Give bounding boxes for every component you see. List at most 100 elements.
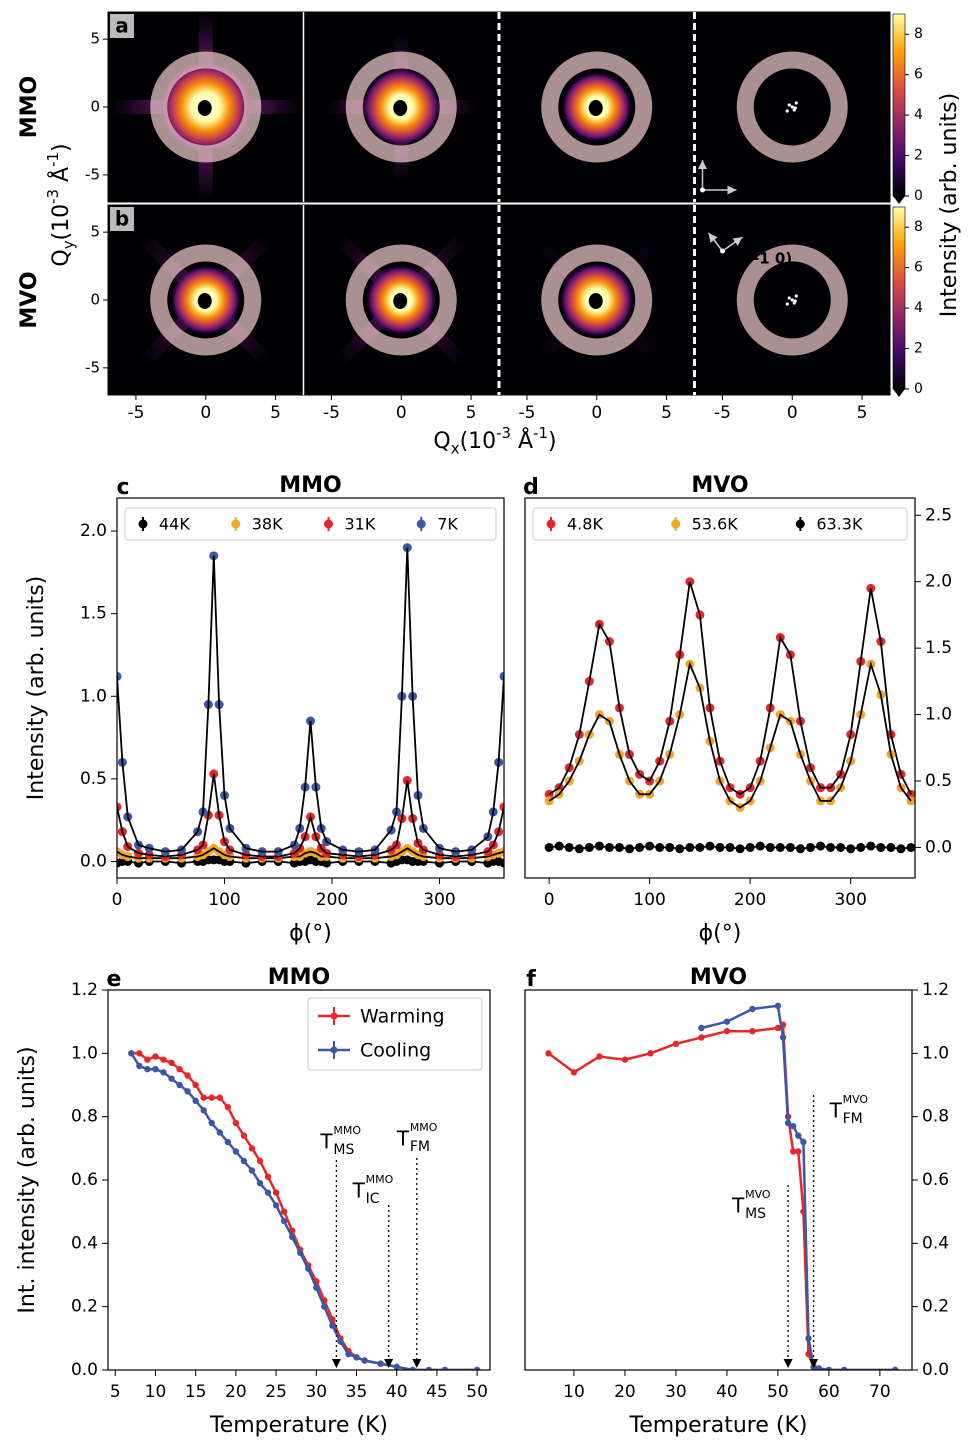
integration-ring bbox=[736, 244, 848, 356]
y-tick-label: 0.5 bbox=[925, 771, 952, 791]
axes-frame bbox=[107, 989, 491, 1371]
x-axis-label-part: -1 bbox=[533, 424, 548, 442]
annotation-sup: MVO bbox=[843, 1093, 869, 1106]
annotation-sub: MS bbox=[745, 1206, 766, 1222]
x-axis-label-part: x bbox=[451, 439, 460, 457]
data-point bbox=[208, 1119, 215, 1127]
series-line bbox=[130, 1052, 478, 1370]
colorbar-tick-label: 0 bbox=[914, 381, 923, 397]
data-point bbox=[723, 1018, 731, 1025]
fit-curve bbox=[117, 547, 504, 853]
data-point bbox=[353, 1354, 360, 1361]
data-point bbox=[795, 1148, 802, 1155]
data-point bbox=[216, 1094, 223, 1101]
x-tick-label: 0 bbox=[787, 403, 798, 423]
axes-frame bbox=[116, 497, 505, 879]
y-tick-label: 1.2 bbox=[922, 980, 949, 1000]
y-tick-label: 1.2 bbox=[71, 980, 98, 1000]
annotation-sup: MMO bbox=[410, 1121, 438, 1134]
legend-label: 31K bbox=[345, 515, 376, 534]
x-axis-label: Temperature (K) bbox=[629, 1413, 808, 1438]
data-point bbox=[192, 1097, 199, 1105]
x-tick-label: 100 bbox=[208, 890, 240, 910]
data-point bbox=[305, 1265, 312, 1272]
axes-frame bbox=[524, 497, 916, 879]
y-tick-label: 0.8 bbox=[922, 1107, 949, 1127]
integration-ring bbox=[345, 51, 457, 163]
legend-marker bbox=[416, 519, 426, 529]
x-tick-label: 35 bbox=[346, 1382, 368, 1402]
x-axis-label: Temperature (K) bbox=[209, 1413, 388, 1438]
y-tick-label: 2.5 bbox=[925, 505, 952, 525]
data-point bbox=[216, 1129, 223, 1136]
temperature-label: 31.0K bbox=[426, 27, 490, 52]
x-tick-label: 45 bbox=[426, 1382, 448, 1402]
x-tick-label: 200 bbox=[316, 890, 348, 910]
fit-curve bbox=[117, 858, 504, 865]
row-label: MMO bbox=[17, 76, 42, 139]
legend-marker bbox=[795, 519, 805, 529]
y-tick-label: 0.0 bbox=[71, 1360, 98, 1380]
x-tick-label: -5 bbox=[127, 403, 144, 423]
y-tick-label: 1.0 bbox=[925, 705, 952, 725]
data-point bbox=[698, 1024, 705, 1032]
data-point bbox=[152, 1065, 159, 1073]
integration-ring bbox=[150, 51, 262, 163]
x-axis-label: ϕ(°) bbox=[699, 921, 742, 946]
annotation-symbol: T bbox=[352, 1179, 366, 1203]
speckle bbox=[793, 299, 797, 303]
x-tick-label: 300 bbox=[834, 890, 866, 910]
direction-arrow bbox=[722, 236, 743, 252]
data-point bbox=[789, 1148, 797, 1155]
y-axis-label-part: (10 bbox=[49, 204, 74, 241]
x-tick-label: 70 bbox=[869, 1382, 891, 1402]
x-axis-label-part: (10 bbox=[460, 429, 497, 454]
legend-marker bbox=[671, 519, 681, 529]
chart-title: MVO bbox=[690, 965, 747, 990]
chart-title: MMO bbox=[279, 473, 342, 498]
data-point bbox=[176, 1081, 183, 1089]
legend-label: 53.6K bbox=[692, 515, 739, 534]
colorbar-extend bbox=[893, 196, 905, 204]
speckle bbox=[794, 294, 798, 298]
data-point bbox=[345, 1350, 352, 1358]
plot-area bbox=[117, 543, 504, 868]
data-point bbox=[499, 671, 504, 681]
data-point bbox=[337, 1338, 344, 1345]
x-tick-label: 300 bbox=[423, 890, 455, 910]
data-point bbox=[128, 1050, 135, 1057]
series-line bbox=[701, 1004, 896, 1370]
beamstop bbox=[197, 293, 212, 309]
y-tick-label: 0.8 bbox=[71, 1107, 98, 1127]
annotation-sup: MVO bbox=[745, 1188, 771, 1201]
data-point bbox=[621, 1056, 629, 1063]
annotation-sub: IC bbox=[366, 1191, 380, 1207]
data-point bbox=[795, 1132, 802, 1139]
data-point bbox=[248, 1167, 256, 1174]
data-point bbox=[160, 1069, 167, 1076]
panel-label-box bbox=[110, 207, 134, 231]
data-point bbox=[192, 1081, 199, 1089]
legend-marker bbox=[138, 519, 148, 529]
y-tick-label: -5 bbox=[85, 358, 100, 376]
x-tick-label: 5 bbox=[857, 403, 868, 423]
x-tick-label: 5 bbox=[466, 403, 477, 423]
colorbar-tick-label: 2 bbox=[914, 148, 923, 164]
data-point bbox=[840, 1366, 848, 1370]
speckle bbox=[785, 302, 789, 306]
annotation-sub: FM bbox=[843, 1111, 863, 1127]
y-tick-label: 0.2 bbox=[71, 1297, 98, 1317]
scattering-pattern bbox=[785, 101, 798, 113]
integration-ring bbox=[150, 244, 262, 356]
y-axis-label-part: -1 bbox=[44, 152, 62, 167]
x-tick-label: 0 bbox=[544, 890, 555, 910]
legend-label: 4.8K bbox=[567, 515, 603, 534]
data-point bbox=[774, 1002, 782, 1010]
speckle bbox=[787, 296, 791, 300]
data-point bbox=[264, 1189, 272, 1196]
panel-label: a bbox=[115, 14, 129, 38]
data-point bbox=[784, 1119, 792, 1127]
y-tick-label: 2.0 bbox=[80, 521, 107, 541]
legend-label: Warming bbox=[360, 1006, 445, 1028]
x-tick-label: 30 bbox=[665, 1382, 687, 1402]
